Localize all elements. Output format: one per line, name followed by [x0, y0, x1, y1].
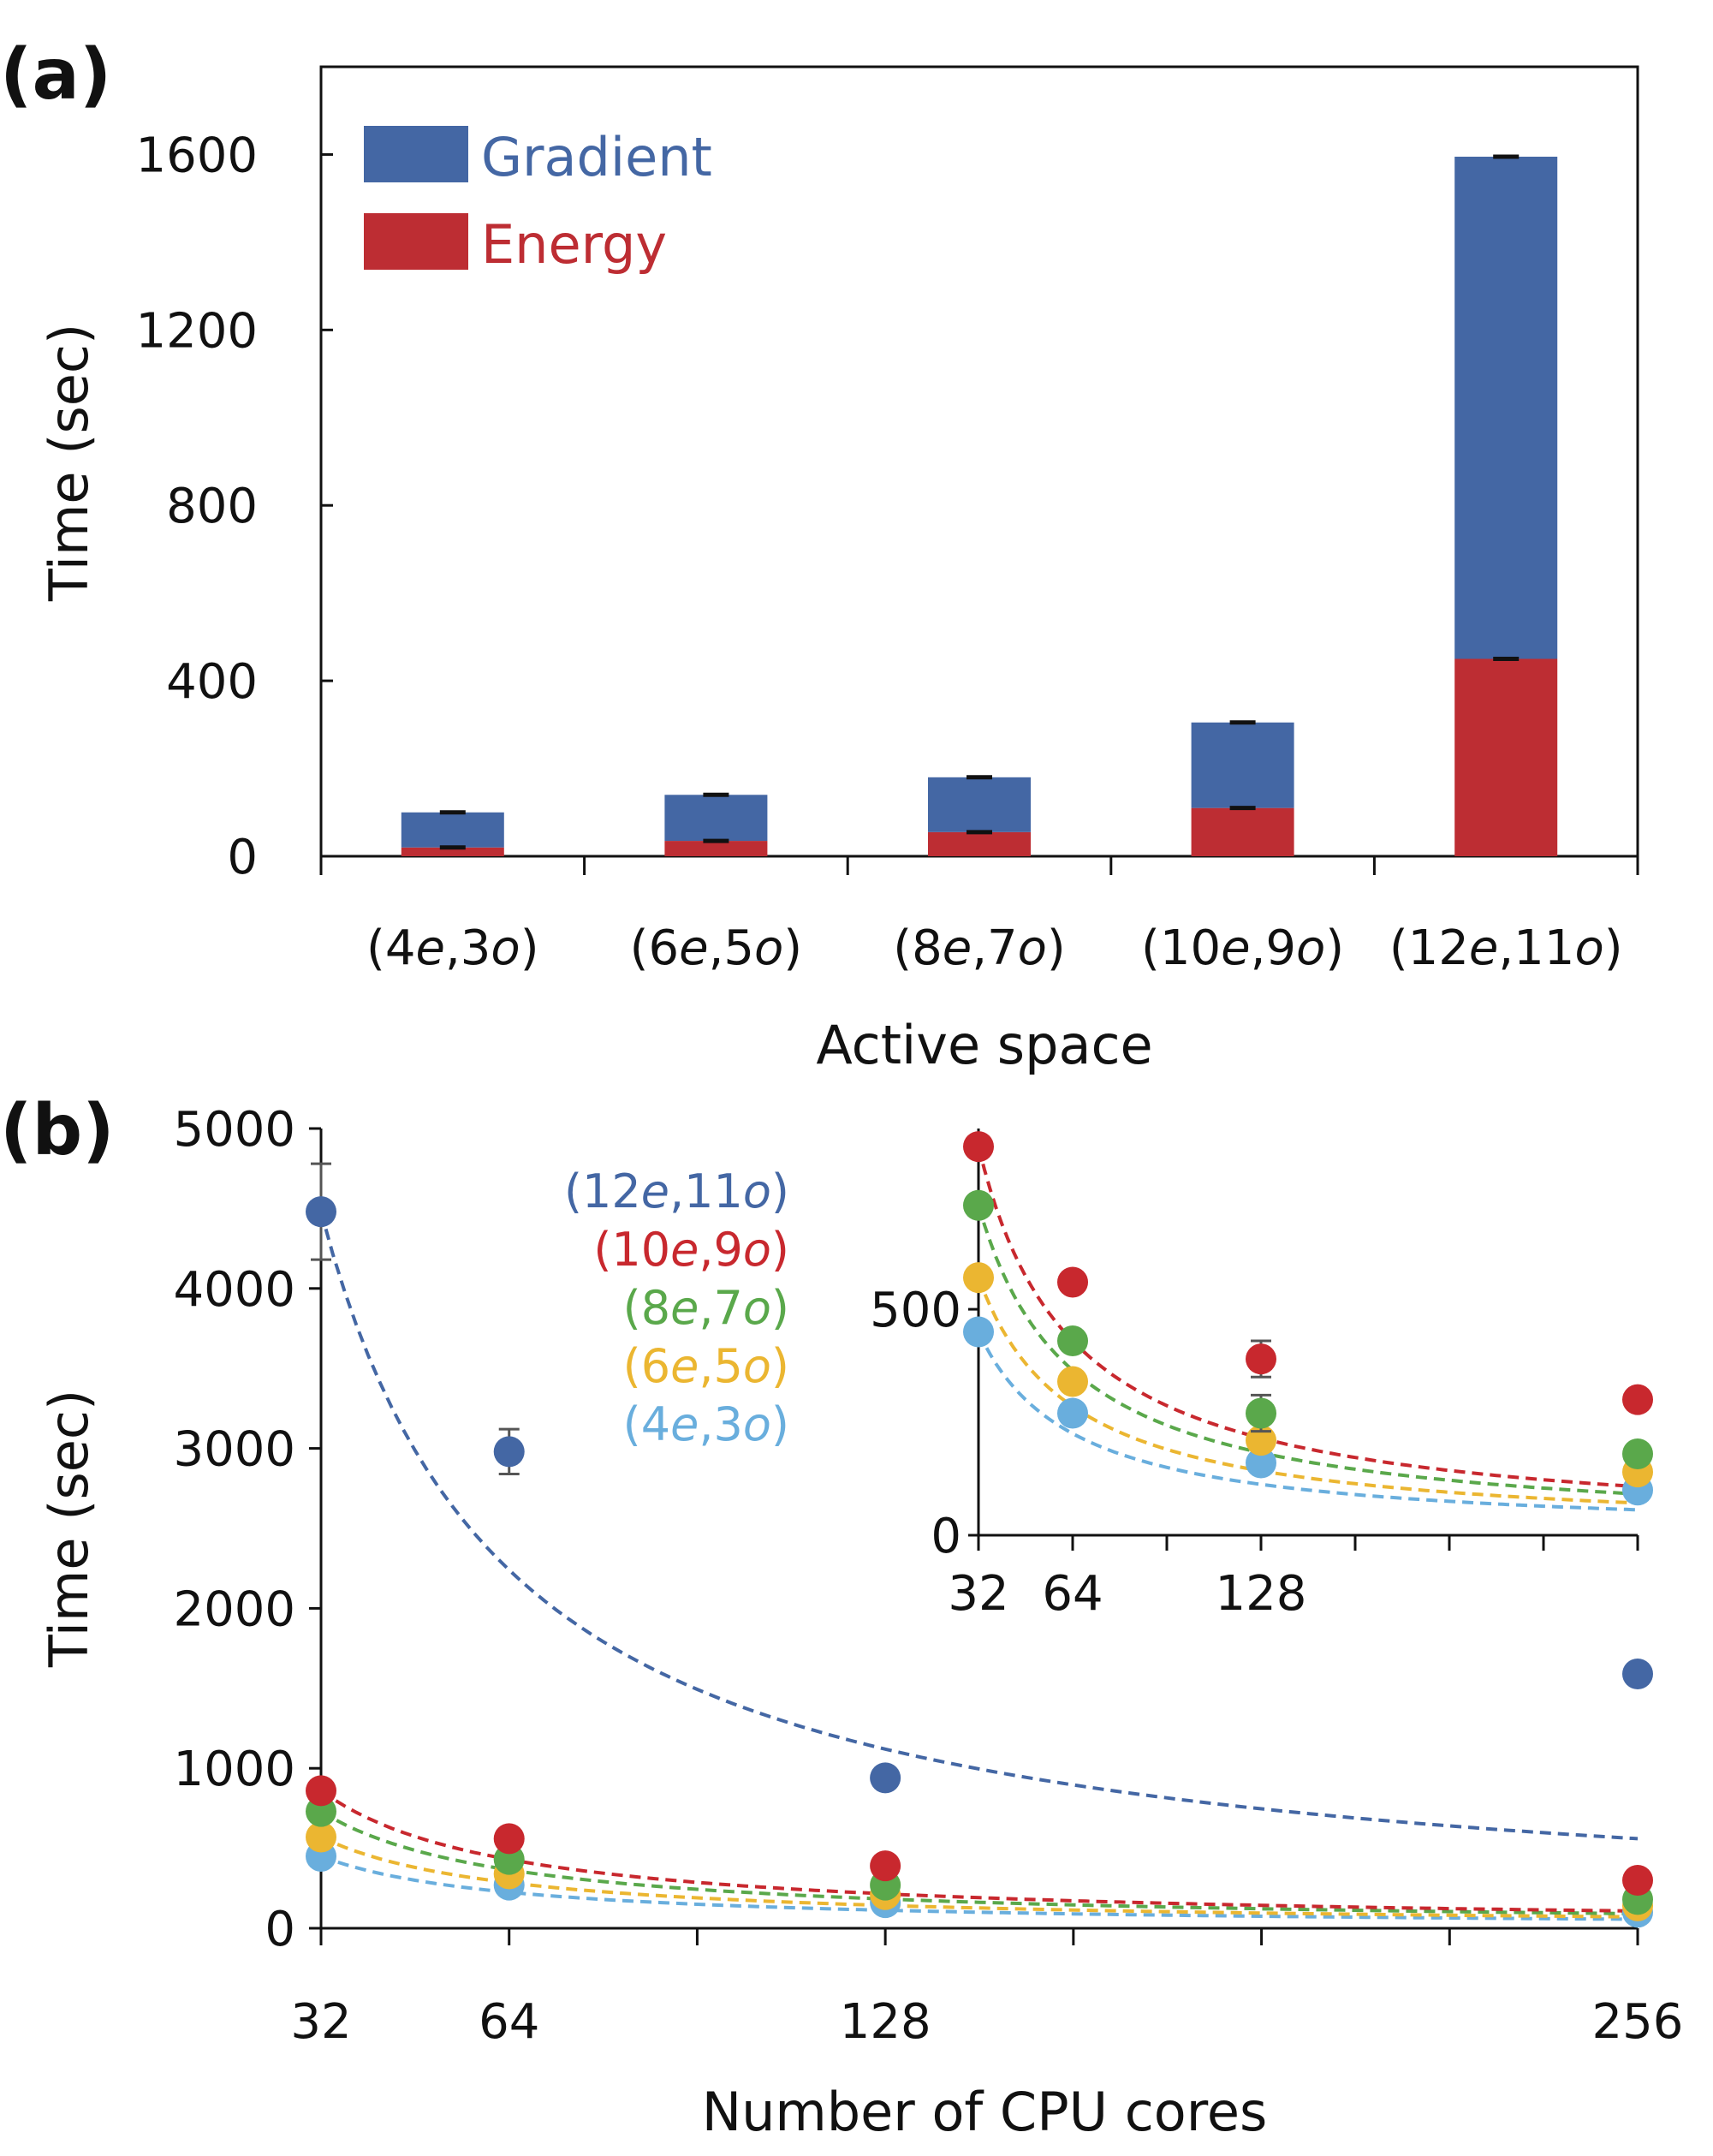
- bars-a: [401, 154, 1558, 856]
- inset-data-point: [1057, 1325, 1088, 1357]
- data-point: [870, 1762, 901, 1794]
- panel-b-label: (b): [0, 1090, 115, 1171]
- bar-gradient: [401, 812, 504, 848]
- inset-data-point: [963, 1131, 994, 1163]
- series-label: (4e,3o): [623, 1397, 789, 1451]
- inset-x-tick-label: 128: [1216, 1566, 1307, 1622]
- x-tick-label-a: (8e,7o): [893, 920, 1066, 976]
- bar-energy: [928, 831, 1031, 856]
- x-tick-label-b: 128: [840, 1994, 931, 2050]
- bar-gradient: [1191, 722, 1294, 808]
- data-point: [870, 1850, 901, 1882]
- data-point: [306, 1775, 336, 1807]
- inset-data-point: [1622, 1384, 1653, 1415]
- inset-fit-curve: [977, 1205, 1639, 1496]
- x-axis-title-a: Active space: [816, 1014, 1152, 1076]
- y-tick-label-a: 0: [227, 830, 258, 885]
- legend-label-energy: Energy: [481, 213, 667, 276]
- series-label: (8e,7o): [623, 1281, 789, 1335]
- inset-data-point: [1057, 1366, 1088, 1397]
- x-tick-label-b: 64: [479, 1994, 539, 2050]
- inset-x-tick-label: 64: [1042, 1566, 1103, 1622]
- x-tick-label-b: 32: [290, 1994, 351, 2050]
- fit-curve: [319, 1789, 1639, 1913]
- inset-data-point: [1622, 1438, 1653, 1469]
- series-label: (12e,11o): [564, 1164, 789, 1218]
- bar-energy: [401, 847, 504, 856]
- y-axis-title-b: Time (sec): [38, 1390, 100, 1668]
- y-tick-label-b: 1000: [173, 1742, 295, 1797]
- data-point: [493, 1823, 525, 1855]
- inset-data-point: [1246, 1425, 1276, 1456]
- x-tick-label-a: (10e,9o): [1141, 920, 1344, 976]
- bar-gradient: [664, 795, 768, 842]
- data-point: [306, 1196, 336, 1228]
- inset-x-tick-label: 32: [948, 1566, 1008, 1622]
- bar-energy: [1454, 658, 1558, 856]
- legend-swatch-gradient: [364, 126, 468, 182]
- fit-curve: [320, 1855, 1639, 1921]
- y-tick-label-a: 1600: [135, 128, 258, 183]
- panel-a-bar-chart: (a) 0 400 800 1200 1600 (4e,3o) (6e,5o) (8e,7o…: [0, 34, 1639, 1076]
- bar-energy: [664, 841, 768, 856]
- y-tick-label-a: 400: [166, 654, 258, 710]
- y-axis-title-a: Time (sec): [38, 324, 100, 602]
- data-point: [493, 1436, 525, 1468]
- inset-background: [978, 1129, 1638, 1535]
- inset-fit-curve: [977, 1331, 1639, 1512]
- inset-y-tick-label: 500: [870, 1283, 961, 1338]
- bar-energy: [1191, 807, 1294, 856]
- inset-data-point: [963, 1262, 994, 1294]
- inset-data-point: [963, 1189, 994, 1221]
- x-tick-label-a: (6e,5o): [630, 920, 803, 976]
- inset-y-tick-label: 0: [931, 1509, 961, 1564]
- y-tick-label-b: 2000: [173, 1581, 295, 1637]
- x-tick-label-b: 256: [1592, 1994, 1684, 2050]
- y-tick-label-b: 4000: [173, 1262, 295, 1318]
- data-points-b: [306, 1162, 1653, 1928]
- x-tick-labels-a: (4e,3o) (6e,5o) (8e,7o) (10e,9o) (12e,11o): [366, 920, 1623, 976]
- legend-a: Gradient Energy: [364, 126, 712, 276]
- inset-data-point: [1246, 1343, 1276, 1375]
- fit-curve: [319, 1809, 1639, 1915]
- series-label: (10e,9o): [593, 1223, 789, 1277]
- fit-curve: [319, 1211, 1639, 1841]
- inset-fit-curve: [977, 1277, 1639, 1505]
- y-tick-label-a: 800: [166, 479, 258, 534]
- inset-chart: 0 500 32 64 128: [870, 1129, 1653, 1622]
- fit-curves-b: [319, 1211, 1639, 1921]
- x-tick-label-a: (4e,3o): [366, 920, 539, 976]
- inset-data-point: [1057, 1266, 1088, 1298]
- y-tick-label-b: 0: [265, 1902, 295, 1957]
- legend-swatch-energy: [364, 213, 468, 270]
- legend-label-gradient: Gradient: [481, 126, 712, 188]
- fit-curve: [320, 1835, 1639, 1919]
- y-tick-label-b: 3000: [173, 1422, 295, 1478]
- x-tick-label-a: (12e,11o): [1389, 920, 1623, 976]
- x-axis-title-b: Number of CPU cores: [702, 2081, 1268, 2143]
- inset-fit-curve: [977, 1146, 1639, 1489]
- inset-data-point: [1057, 1397, 1088, 1429]
- inset-data-point: [1246, 1397, 1276, 1429]
- y-tick-label-a: 1200: [135, 303, 258, 359]
- data-point: [1622, 1864, 1653, 1896]
- y-axis-a: 0 400 800 1200 1600: [135, 128, 1639, 885]
- y-tick-label-b: 5000: [173, 1102, 295, 1158]
- series-legend-b: (12e,11o)(10e,9o)(8e,7o)(6e,5o)(4e,3o): [564, 1164, 789, 1451]
- bar-gradient: [928, 777, 1031, 832]
- inset-data-point: [1246, 1447, 1276, 1479]
- panel-a-label: (a): [0, 34, 111, 116]
- inset-data-point: [963, 1316, 994, 1348]
- series-label: (6e,5o): [623, 1339, 789, 1393]
- data-point: [1622, 1658, 1653, 1689]
- data-point: [306, 1821, 336, 1853]
- bar-gradient: [1454, 157, 1558, 659]
